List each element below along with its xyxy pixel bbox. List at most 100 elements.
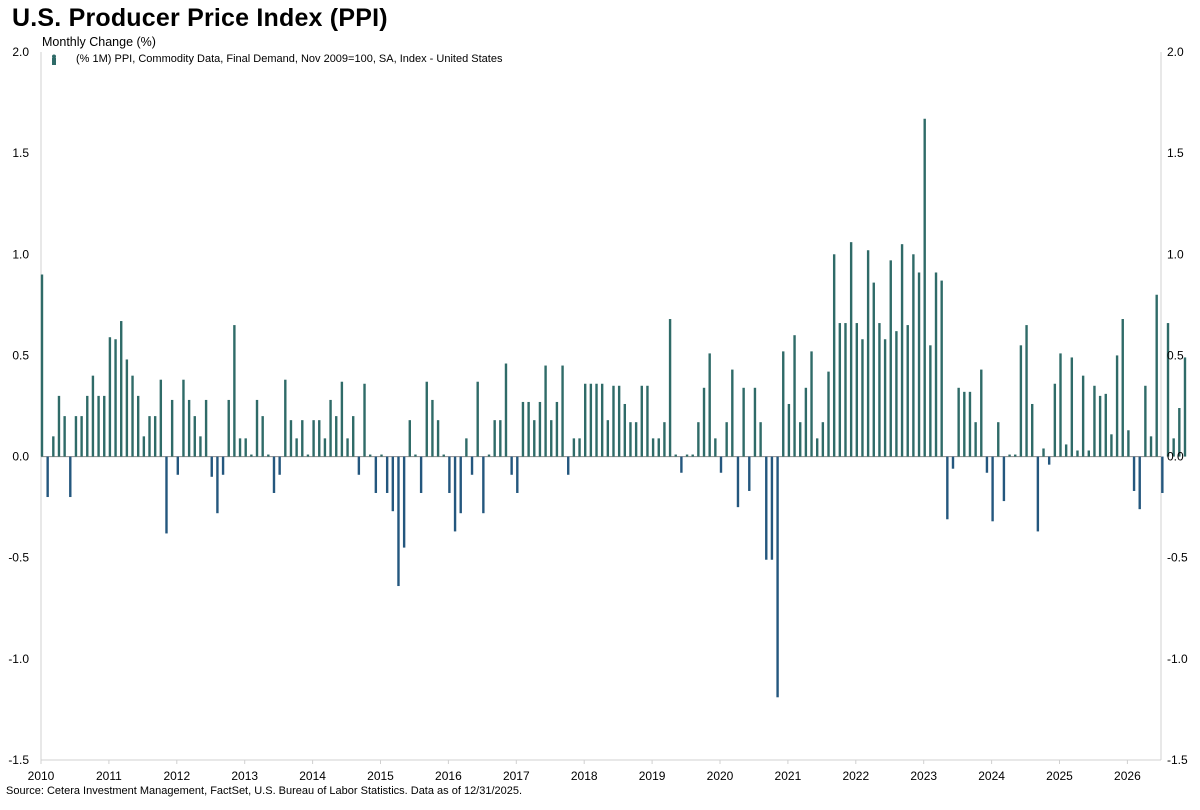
bar: [600, 383, 604, 457]
x-tick-label: 2014: [299, 769, 326, 783]
bar: [329, 399, 332, 457]
bar: [527, 401, 530, 457]
bar: [946, 456, 949, 520]
bar: [46, 456, 49, 498]
bar: [697, 422, 700, 457]
bar: [57, 395, 61, 457]
y-tick-label-left: 0.5: [12, 348, 29, 362]
bar: [1166, 323, 1170, 457]
bar: [352, 416, 355, 457]
bar: [855, 323, 858, 457]
bar: [759, 422, 762, 457]
x-tick-label: 2021: [775, 769, 802, 783]
bar: [1127, 430, 1130, 457]
bar: [1144, 385, 1147, 457]
x-tick-label: 2013: [231, 769, 258, 783]
bar: [550, 420, 553, 457]
bar: [470, 456, 474, 475]
y-tick-label-left: 2.0: [12, 45, 29, 59]
bar: [900, 244, 904, 457]
bar: [799, 422, 802, 457]
y-tick-label-left: 0.0: [12, 450, 29, 464]
bar: [821, 422, 825, 457]
bar: [459, 456, 462, 514]
y-tick-label-right: 2.0: [1167, 45, 1184, 59]
x-tick-label: 2025: [1046, 769, 1073, 783]
bar: [193, 416, 196, 457]
bar: [578, 438, 581, 457]
bar: [442, 454, 445, 457]
y-tick-label-right: 0.5: [1167, 348, 1184, 362]
bar: [832, 254, 836, 457]
bar: [906, 325, 909, 457]
bar: [289, 420, 293, 457]
bar: [448, 456, 451, 493]
bar: [1183, 357, 1187, 457]
y-tick-label-left: 1.5: [12, 146, 29, 160]
bar: [521, 401, 525, 457]
bar: [640, 385, 643, 457]
chart-subtitle: Monthly Change (%): [42, 35, 156, 49]
bar: [1087, 450, 1090, 457]
bar: [844, 323, 847, 457]
chart-title: U.S. Producer Price Index (PPI): [12, 4, 388, 32]
y-tick-label-right: 1.0: [1167, 247, 1184, 261]
bar: [1121, 319, 1124, 457]
bar: [431, 399, 434, 457]
bar: [250, 454, 253, 457]
bar: [567, 456, 570, 475]
bar: [629, 422, 632, 457]
bar: [125, 359, 129, 457]
bar: [646, 385, 649, 457]
bar: [1064, 444, 1068, 457]
bar: [753, 387, 757, 457]
bar: [1138, 456, 1141, 510]
bar: [572, 438, 576, 457]
bar: [504, 363, 508, 457]
bar: [765, 456, 768, 560]
bar: [714, 438, 717, 457]
bar: [1036, 456, 1040, 532]
bar: [216, 456, 219, 514]
bar: [589, 383, 593, 457]
bar: [985, 456, 989, 473]
bar: [482, 456, 485, 514]
bar: [40, 274, 44, 457]
bar: [165, 456, 168, 534]
bar: [176, 456, 179, 475]
bar: [436, 420, 440, 457]
bar: [278, 456, 281, 475]
bar: [929, 345, 932, 457]
bar: [770, 456, 774, 560]
bar: [210, 456, 213, 477]
bar: [1008, 454, 1011, 457]
bar: [980, 369, 983, 457]
bar: [595, 383, 598, 457]
bar: [680, 456, 683, 473]
bar: [465, 438, 468, 457]
bar: [606, 420, 610, 457]
bar: [1002, 456, 1006, 502]
bar: [295, 438, 298, 457]
bar: [1059, 353, 1062, 457]
bar: [402, 456, 406, 548]
bar: [810, 351, 813, 457]
bar: [261, 416, 264, 457]
bar: [719, 456, 723, 473]
bar: [957, 387, 960, 457]
bar: [968, 391, 972, 457]
x-tick-label: 2024: [978, 769, 1005, 783]
bar: [872, 282, 875, 457]
bar: [849, 242, 853, 457]
bar: [827, 371, 830, 457]
bar: [1081, 375, 1085, 457]
bar: [1031, 403, 1034, 457]
bar: [1161, 456, 1164, 493]
bar: [663, 422, 666, 457]
x-tick-label: 2022: [842, 769, 869, 783]
bar: [1178, 408, 1181, 457]
x-tick-label: 2017: [503, 769, 530, 783]
bar: [306, 454, 310, 457]
bar: [634, 422, 638, 457]
bar: [1053, 383, 1057, 457]
